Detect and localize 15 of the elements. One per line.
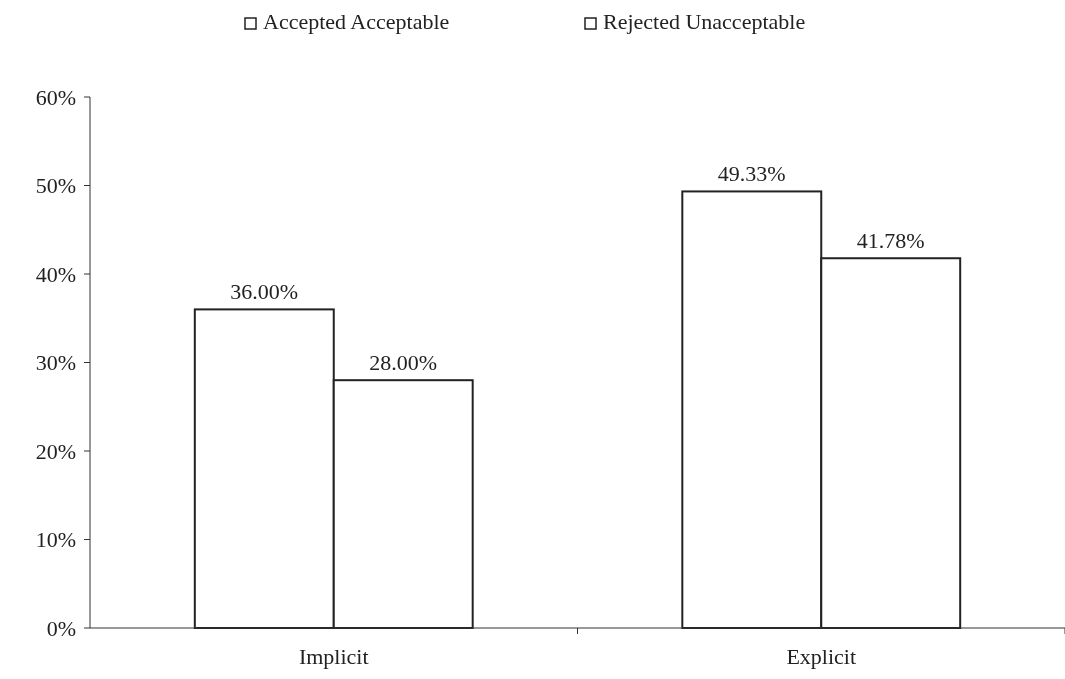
data-label: 49.33% xyxy=(717,161,786,187)
x-tick-label: Implicit xyxy=(298,644,369,669)
y-tick-label: 40% xyxy=(35,261,76,287)
legend-label: Accepted Acceptable xyxy=(263,9,450,34)
y-tick-label: 50% xyxy=(35,173,76,199)
y-tick-label: 60% xyxy=(35,84,76,110)
data-label: 36.00% xyxy=(230,279,299,305)
data-label: 41.78% xyxy=(856,228,925,254)
data-label: 28.00% xyxy=(369,350,438,376)
y-tick-label: 20% xyxy=(35,438,76,464)
legend-label: Rejected Unacceptable xyxy=(603,9,806,34)
x-tick-label: Explicit xyxy=(786,644,857,669)
y-tick-label: 10% xyxy=(35,527,76,553)
y-tick-label: 0% xyxy=(46,615,76,641)
y-tick-label: 30% xyxy=(35,350,76,376)
